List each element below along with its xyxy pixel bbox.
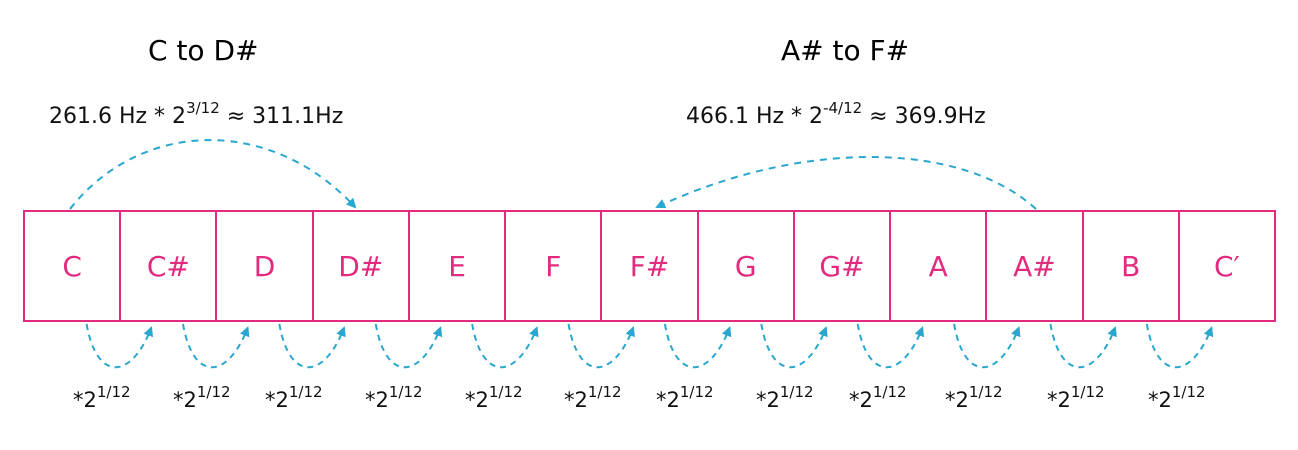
semitone-arrow (278, 323, 346, 369)
semitone-arrow (85, 323, 153, 369)
key-f-sharp: F# (600, 210, 699, 322)
step-label-exponent: 1/12 (779, 383, 814, 401)
step-label-exponent: 1/12 (288, 383, 323, 401)
step-label-8: *21/12 (756, 385, 814, 413)
step-label-3: *21/12 (265, 385, 323, 413)
step-label-base: *2 (173, 388, 197, 412)
formula-right: 466.1 Hz * 2-4/12 ≈ 369.9Hz (686, 101, 986, 130)
title-c-to-dsharp: C to D# (148, 34, 259, 67)
step-label-base: *2 (564, 388, 588, 412)
semitone-arrow (663, 323, 732, 369)
semitone-arrows (85, 323, 1214, 369)
step-label-exponent: 1/12 (196, 383, 231, 401)
key-d-sharp: D# (311, 210, 410, 322)
step-label-exponent: 1/12 (968, 383, 1003, 401)
step-label-5: *21/12 (465, 385, 523, 413)
step-label-base: *2 (945, 388, 969, 412)
key-g: G (696, 210, 795, 322)
step-label-exponent: 1/12 (1171, 383, 1206, 401)
arrow-c-to-dsharp (69, 139, 357, 210)
keyboard-row: C C# D D# E F F# G G# A A# B C′ (23, 210, 1277, 322)
step-label-9: *21/12 (849, 385, 907, 413)
step-label-4: *21/12 (365, 385, 423, 413)
formula-left: 261.6 Hz * 23/12 ≈ 311.1Hz (49, 101, 344, 130)
step-label-7: *21/12 (656, 385, 714, 413)
key-a-sharp: A# (985, 210, 1084, 322)
step-label-exponent: 1/12 (488, 383, 523, 401)
key-c-prime: C′ (1177, 210, 1277, 322)
step-label-2: *21/12 (173, 385, 231, 413)
semitone-arrow (567, 323, 635, 369)
title-asharp-to-fsharp: A# to F# (781, 34, 910, 67)
step-label-exponent: 1/12 (388, 383, 423, 401)
step-label-base: *2 (1148, 388, 1172, 412)
formula-left-exponent: 3/12 (186, 99, 220, 117)
step-label-base: *2 (656, 388, 680, 412)
key-c-sharp: C# (119, 210, 218, 322)
key-d: D (215, 210, 314, 322)
step-label-1: *21/12 (73, 385, 131, 413)
step-label-exponent: 1/12 (679, 383, 714, 401)
formula-left-base: 261.6 Hz * 2 (49, 104, 187, 129)
formula-right-result: ≈ 369.9Hz (862, 104, 986, 129)
step-label-12: *21/12 (1148, 385, 1206, 413)
key-e: E (407, 210, 507, 322)
step-label-11: *21/12 (1047, 385, 1105, 413)
arrow-asharp-to-fsharp (655, 156, 1037, 210)
semitone-arrow (1049, 323, 1117, 369)
step-label-base: *2 (1047, 388, 1071, 412)
semitone-arrow (1145, 323, 1214, 369)
step-label-base: *2 (849, 388, 873, 412)
semitone-arrow (953, 323, 1021, 369)
step-label-base: *2 (465, 388, 489, 412)
semitone-arrow (760, 323, 828, 369)
formula-right-base: 466.1 Hz * 2 (686, 104, 824, 129)
semitone-arrow (182, 323, 250, 369)
step-label-exponent: 1/12 (1070, 383, 1105, 401)
formula-left-result: ≈ 311.1Hz (219, 104, 344, 129)
step-label-base: *2 (265, 388, 289, 412)
step-label-exponent: 1/12 (96, 383, 131, 401)
step-label-exponent: 1/12 (872, 383, 907, 401)
key-c: C (23, 210, 122, 322)
step-label-exponent: 1/12 (587, 383, 622, 401)
semitone-arrow (374, 323, 443, 369)
semitone-arrow (471, 323, 539, 369)
formula-right-exponent: -4/12 (823, 99, 863, 117)
step-label-base: *2 (73, 388, 97, 412)
semitone-arrow (856, 323, 925, 369)
step-label-10: *21/12 (945, 385, 1003, 413)
step-label-base: *2 (756, 388, 780, 412)
step-label-6: *21/12 (564, 385, 622, 413)
step-label-base: *2 (365, 388, 389, 412)
key-b: B (1081, 210, 1180, 322)
